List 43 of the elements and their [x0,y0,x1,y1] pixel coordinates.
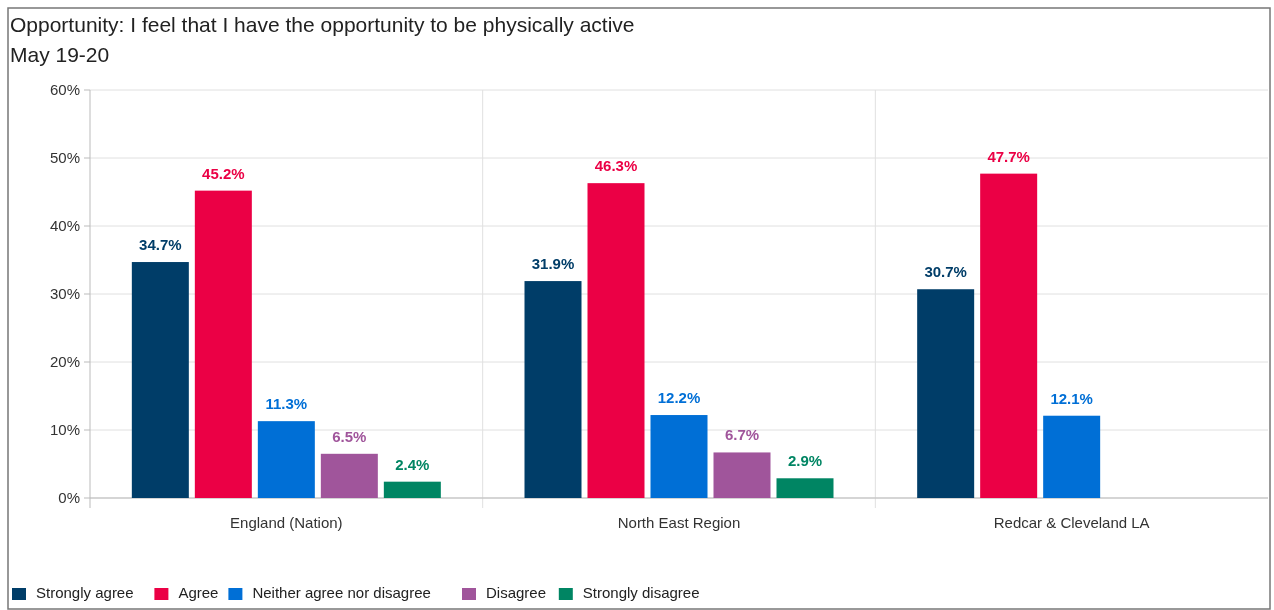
bar [320,453,378,498]
bar [776,478,834,498]
data-label: 46.3% [594,157,638,175]
x-tick-label: England (Nation) [230,514,343,531]
y-tick-label: 50% [49,149,80,167]
y-tick-label: 40% [49,217,80,235]
data-label: 6.5% [332,427,367,445]
bar [131,262,189,498]
bar [383,481,441,498]
data-label: 47.7% [987,147,1030,165]
data-label: 11.3% [265,395,308,413]
y-tick-label: 10% [49,421,80,439]
y-tick-label: 0% [58,489,80,507]
legend-label: Strongly agree [36,584,134,601]
bar [650,415,708,498]
legend-label: Neither agree nor disagree [252,584,431,601]
data-label: 6.7% [724,426,760,444]
bar [194,190,252,498]
y-tick-label: 20% [49,353,80,371]
data-label: 12.1% [1050,389,1093,407]
x-tick-label: Redcar & Cleveland LA [993,514,1150,531]
y-tick-label: 60% [49,81,80,99]
data-label: 30.7% [924,263,967,281]
bar [1043,415,1101,498]
data-label: 45.2% [202,164,245,182]
bar [980,173,1038,498]
legend-label: Agree [178,584,219,601]
legend-label: Strongly disagree [582,584,700,601]
y-tick-label: 30% [49,285,80,303]
chart-subtitle: May 19-20 [10,43,110,66]
bar [917,289,975,498]
chart-title: Opportunity: I feel that I have the opportunity to be physically active [10,13,635,36]
data-label: 2.9% [787,452,823,470]
bar [713,452,771,498]
x-tick-label: North East Region [617,514,741,531]
data-label: 12.2% [657,389,701,407]
bar [524,281,582,498]
legend-label: Disagree [486,584,547,601]
data-label: 2.4% [395,455,430,473]
data-label: 31.9% [531,255,575,273]
bar [587,183,645,498]
bar [257,421,315,498]
data-label: 34.7% [139,236,182,254]
